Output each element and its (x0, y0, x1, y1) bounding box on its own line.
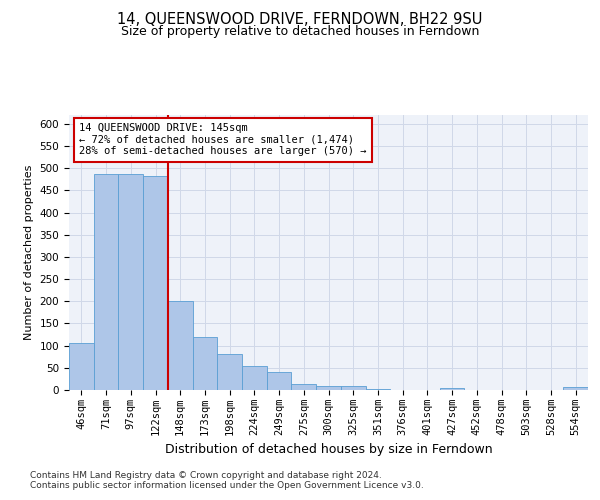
Bar (341, 386, 365, 390)
Text: 14 QUEENSWOOD DRIVE: 145sqm
← 72% of detached houses are smaller (1,474)
28% of : 14 QUEENSWOOD DRIVE: 145sqm ← 72% of det… (79, 123, 367, 156)
Bar (217, 354, 242, 390)
Bar (94, 174, 118, 390)
X-axis label: Distribution of detached houses by size in Ferndown: Distribution of detached houses by size … (164, 444, 493, 456)
Bar (168, 302, 193, 390)
Bar (316, 386, 341, 390)
Bar (193, 337, 217, 390)
Text: Contains HM Land Registry data © Crown copyright and database right 2024.
Contai: Contains HM Land Registry data © Crown c… (30, 470, 424, 490)
Bar (292, 384, 316, 390)
Bar (143, 176, 168, 390)
Bar (118, 174, 143, 390)
Text: Size of property relative to detached houses in Ferndown: Size of property relative to detached ho… (121, 25, 479, 38)
Bar (267, 372, 292, 390)
Bar (69, 344, 94, 390)
Bar (563, 388, 588, 390)
Text: 14, QUEENSWOOD DRIVE, FERNDOWN, BH22 9SU: 14, QUEENSWOOD DRIVE, FERNDOWN, BH22 9SU (118, 12, 482, 28)
Bar (440, 388, 464, 390)
Bar (365, 389, 390, 390)
Bar (242, 366, 267, 390)
Y-axis label: Number of detached properties: Number of detached properties (24, 165, 34, 340)
